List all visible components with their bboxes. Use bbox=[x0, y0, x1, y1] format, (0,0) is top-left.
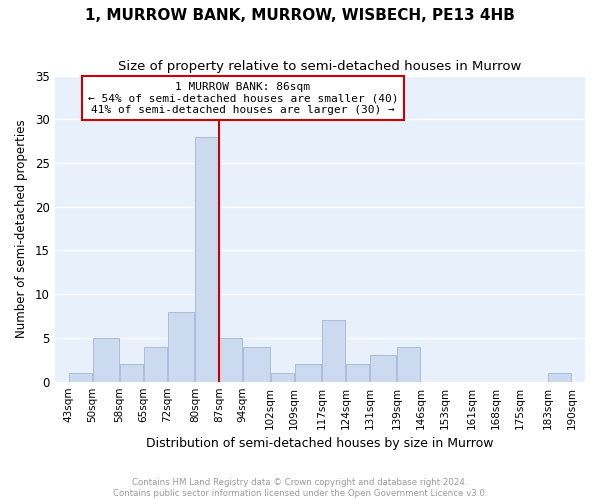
Text: Contains HM Land Registry data © Crown copyright and database right 2024.
Contai: Contains HM Land Registry data © Crown c… bbox=[113, 478, 487, 498]
Bar bbox=[93, 338, 119, 382]
Bar bbox=[144, 346, 167, 382]
Bar bbox=[168, 312, 194, 382]
Bar bbox=[322, 320, 345, 382]
Bar bbox=[69, 373, 92, 382]
Bar bbox=[244, 346, 270, 382]
Bar bbox=[397, 346, 420, 382]
X-axis label: Distribution of semi-detached houses by size in Murrow: Distribution of semi-detached houses by … bbox=[146, 437, 494, 450]
Bar bbox=[271, 373, 293, 382]
Bar bbox=[370, 356, 397, 382]
Bar bbox=[196, 137, 218, 382]
Text: 1, MURROW BANK, MURROW, WISBECH, PE13 4HB: 1, MURROW BANK, MURROW, WISBECH, PE13 4H… bbox=[85, 8, 515, 22]
Bar bbox=[295, 364, 321, 382]
Bar bbox=[120, 364, 143, 382]
Bar bbox=[548, 373, 571, 382]
Title: Size of property relative to semi-detached houses in Murrow: Size of property relative to semi-detach… bbox=[118, 60, 521, 73]
Bar bbox=[346, 364, 369, 382]
Bar bbox=[220, 338, 242, 382]
Y-axis label: Number of semi-detached properties: Number of semi-detached properties bbox=[15, 120, 28, 338]
Text: 1 MURROW BANK: 86sqm
← 54% of semi-detached houses are smaller (40)
41% of semi-: 1 MURROW BANK: 86sqm ← 54% of semi-detac… bbox=[88, 82, 398, 115]
